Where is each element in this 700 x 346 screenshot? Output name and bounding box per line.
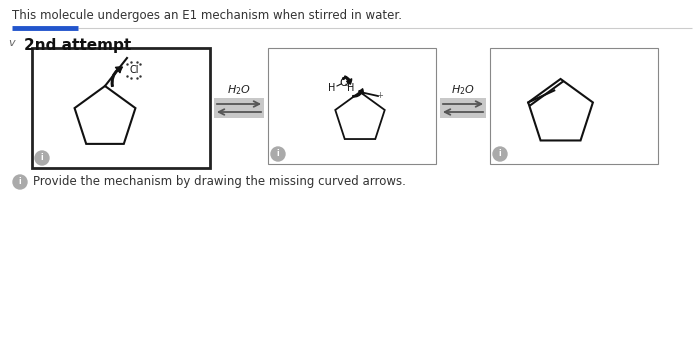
Text: i: i — [19, 177, 21, 186]
FancyArrowPatch shape — [111, 67, 122, 86]
Text: i: i — [498, 149, 501, 158]
Text: This molecule undergoes an E1 mechanism when stirred in water.: This molecule undergoes an E1 mechanism … — [12, 9, 402, 22]
Text: 2nd attempt: 2nd attempt — [24, 38, 132, 53]
Text: $H_2O$: $H_2O$ — [227, 83, 251, 97]
Bar — [490, 48, 658, 164]
Text: i: i — [276, 149, 279, 158]
Text: $H_2O$: $H_2O$ — [451, 83, 475, 97]
Text: v: v — [8, 38, 15, 48]
Bar — [440, 98, 486, 118]
FancyArrowPatch shape — [353, 89, 363, 97]
Circle shape — [493, 147, 507, 161]
Text: i: i — [41, 154, 43, 163]
Circle shape — [35, 151, 49, 165]
FancyArrowPatch shape — [344, 76, 351, 84]
Bar — [268, 48, 436, 164]
Bar — [214, 98, 264, 118]
Text: Cl: Cl — [130, 65, 139, 75]
Circle shape — [13, 175, 27, 189]
Circle shape — [271, 147, 285, 161]
Bar — [32, 48, 210, 168]
Text: +: + — [377, 91, 384, 100]
Text: H: H — [347, 83, 355, 93]
Text: H: H — [328, 83, 336, 93]
Text: Provide the mechanism by drawing the missing curved arrows.: Provide the mechanism by drawing the mis… — [33, 175, 406, 189]
Text: O: O — [340, 78, 349, 88]
